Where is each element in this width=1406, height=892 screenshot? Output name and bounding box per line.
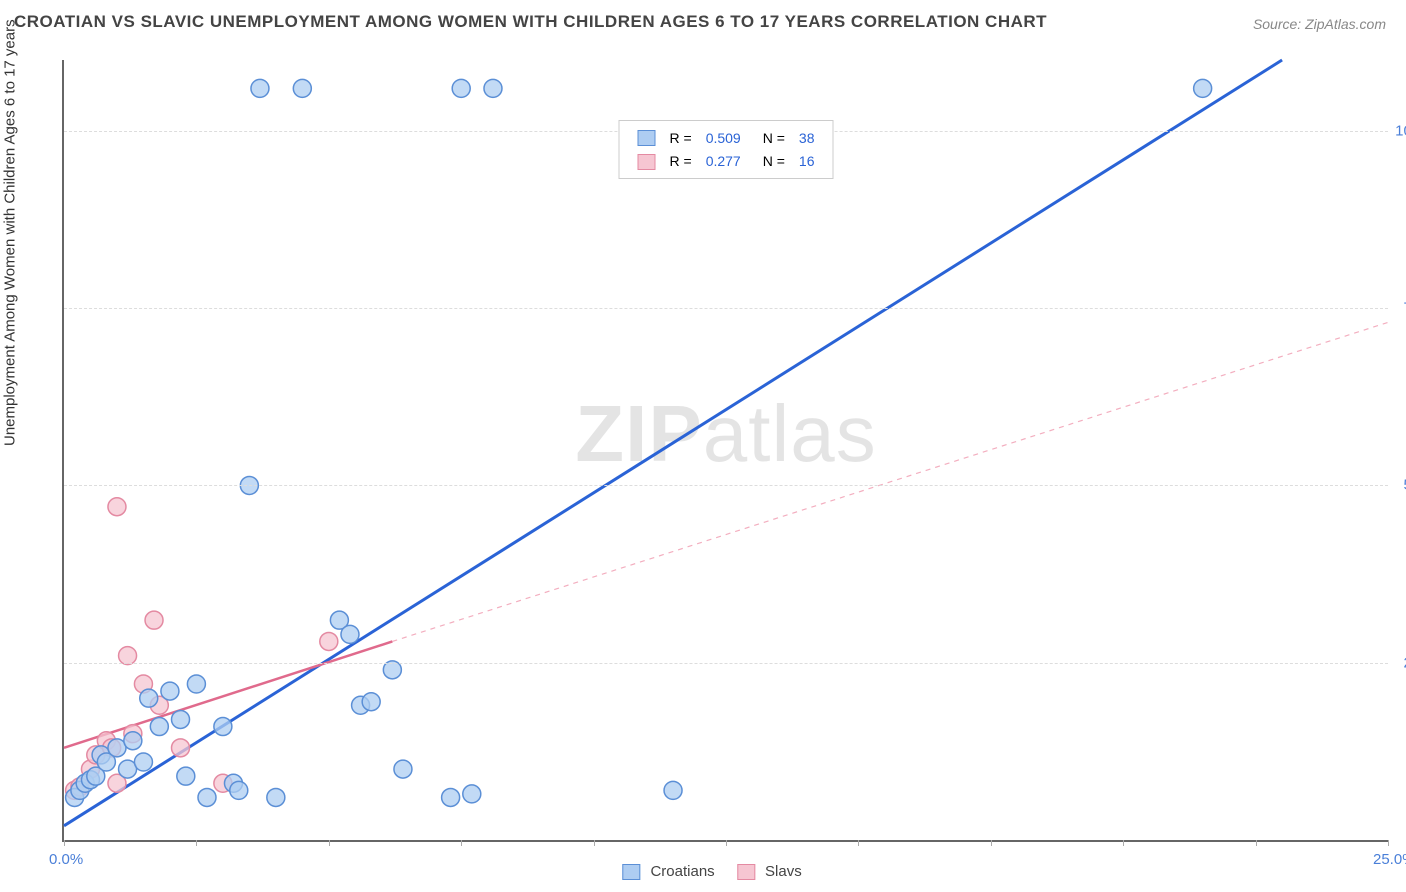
stats-legend: R =0.509N =38R =0.277N =16	[619, 120, 834, 179]
croatians-swatch	[622, 864, 640, 880]
y-tick-label: 100.0%	[1395, 122, 1406, 139]
source-label: Source: ZipAtlas.com	[1253, 16, 1386, 32]
scatter-plot: ZIPatlas 25.0%50.0%75.0%100.0%0.0%25.0%R…	[62, 60, 1388, 842]
x-tick-label: 0.0%	[49, 851, 83, 868]
chart-title: CROATIAN VS SLAVIC UNEMPLOYMENT AMONG WO…	[14, 12, 1047, 32]
x-tick-label: 25.0%	[1373, 851, 1406, 868]
series-legend: Croatians Slavs	[604, 863, 801, 880]
y-axis-label: Unemployment Among Women with Children A…	[2, 19, 19, 446]
slavs-swatch	[737, 864, 755, 880]
slavs-label: Slavs	[765, 863, 802, 880]
croatians-label: Croatians	[650, 863, 714, 880]
